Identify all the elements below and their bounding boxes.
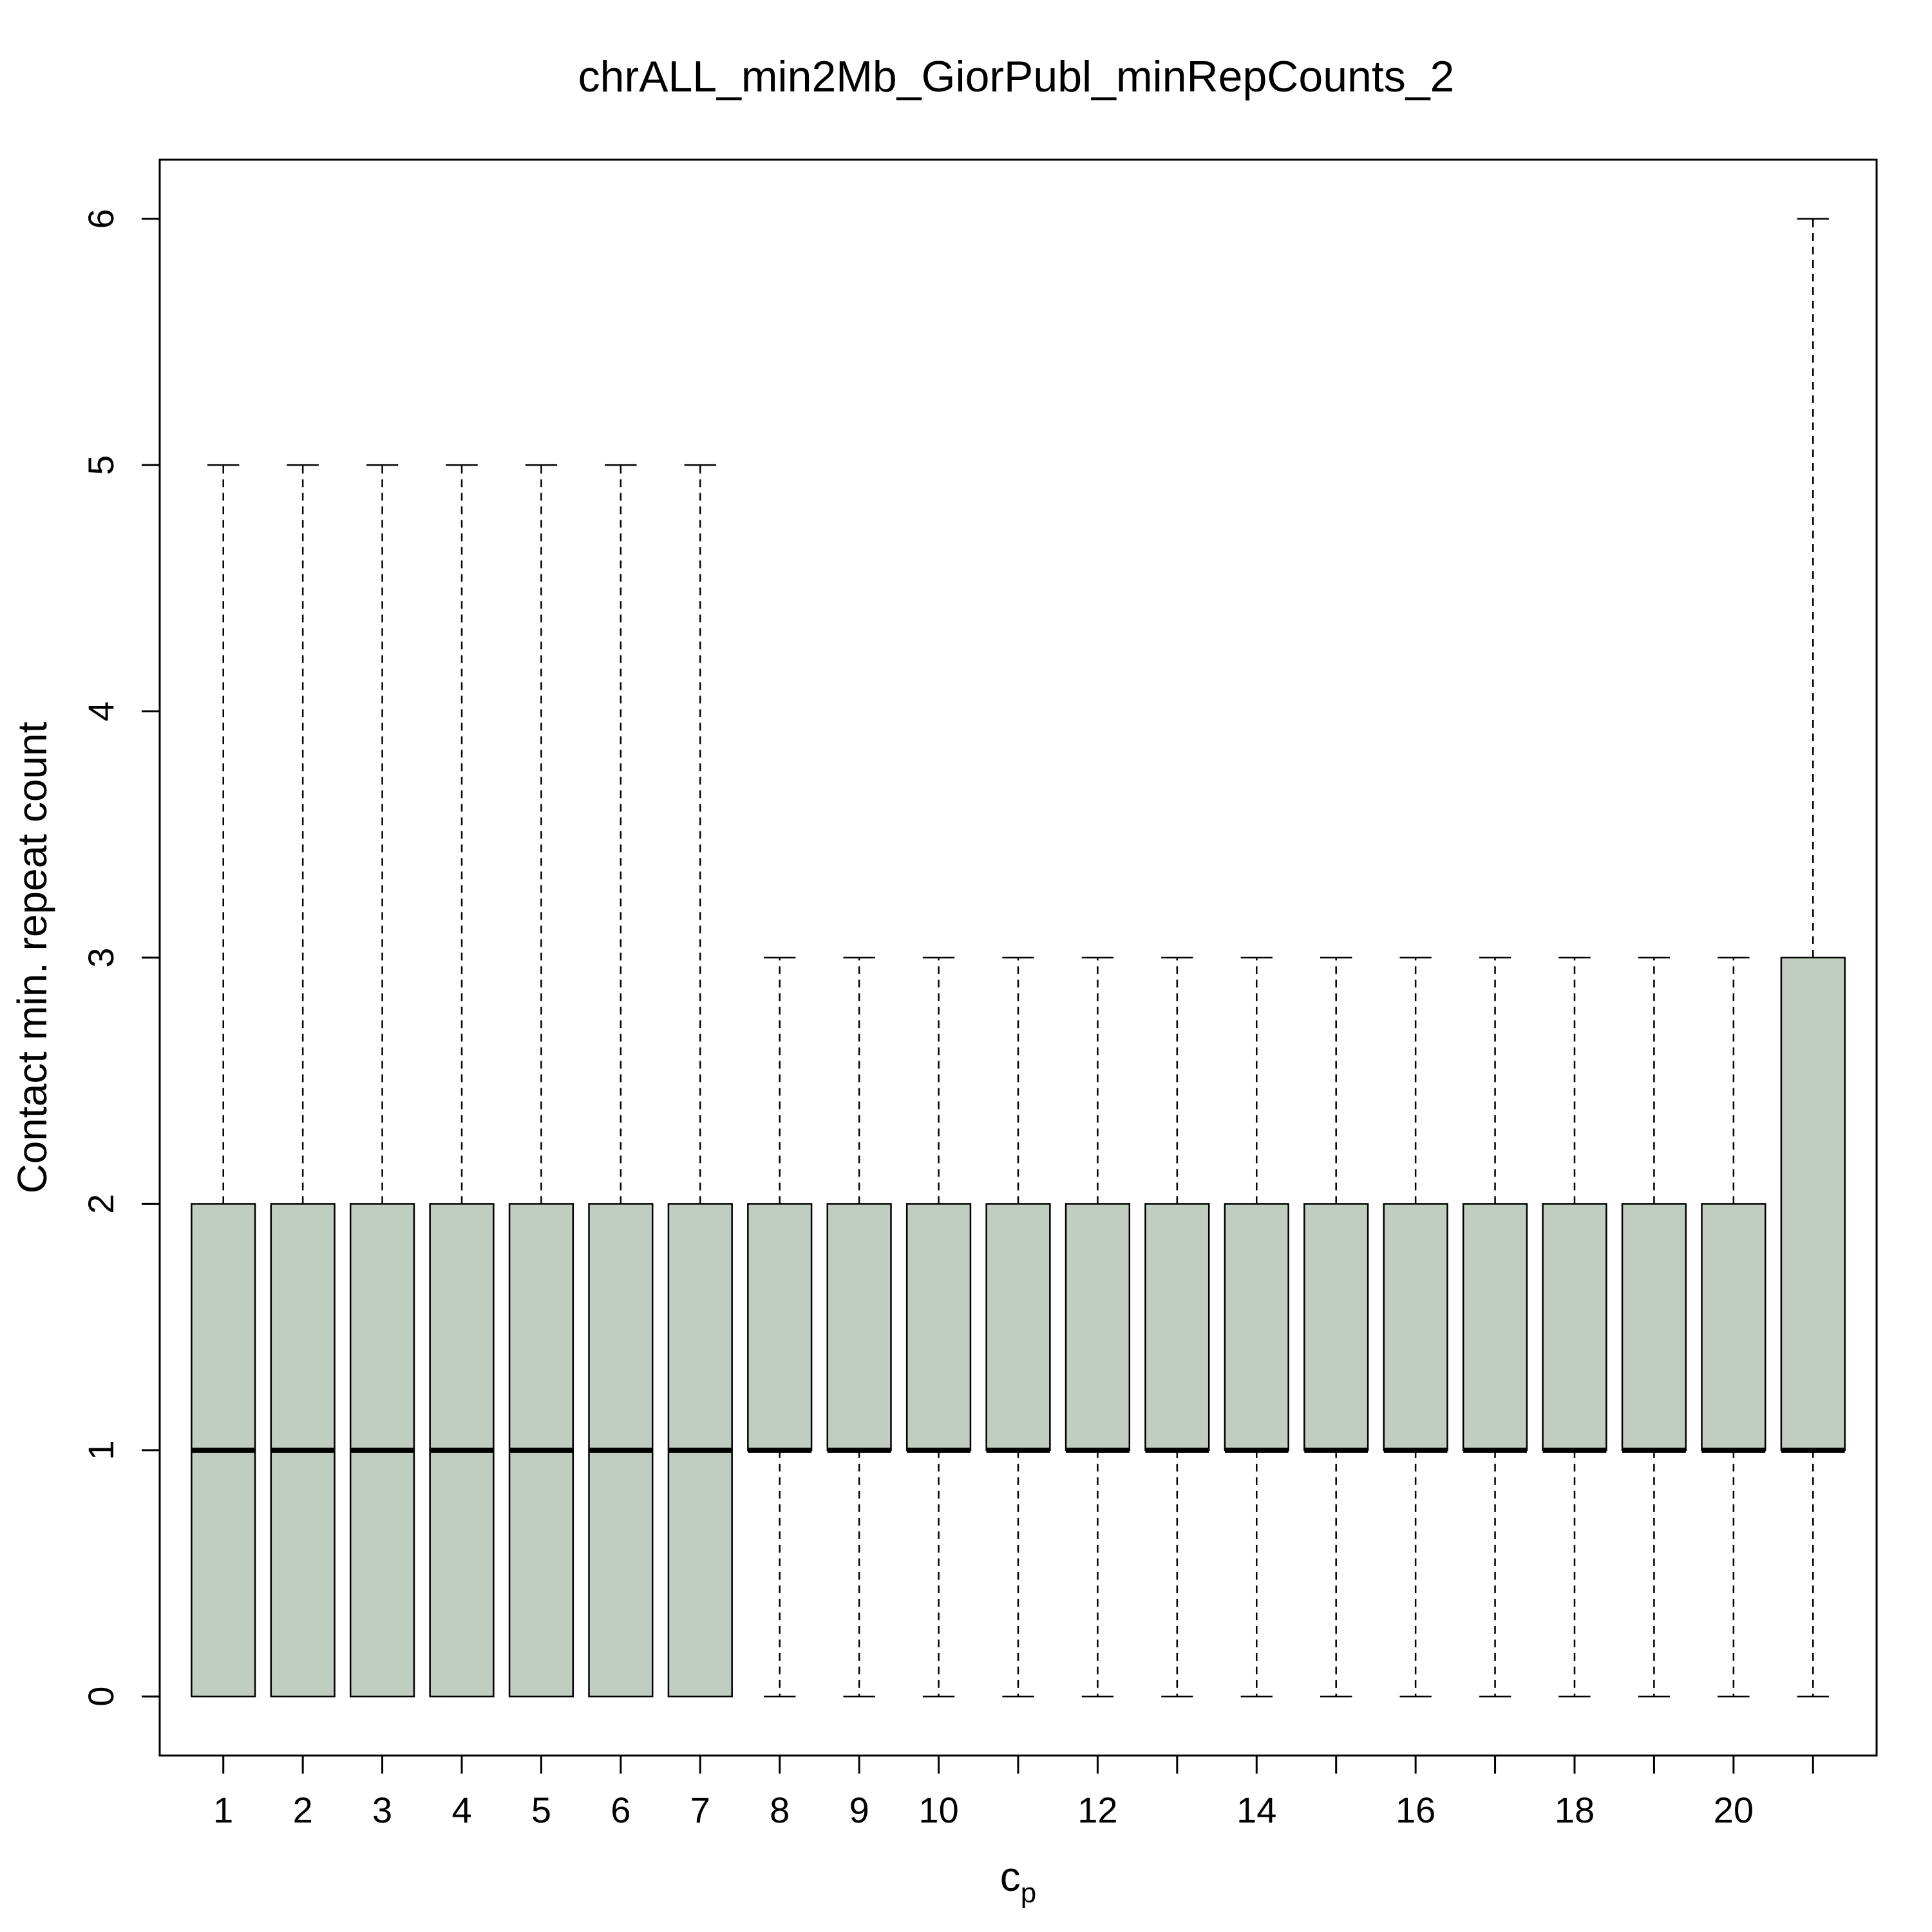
box-body (1065, 1203, 1131, 1452)
x-tick-label: 12 (1077, 1790, 1117, 1830)
y-tick-label: 4 (80, 701, 121, 721)
box-body (1224, 1203, 1289, 1452)
box-body (1303, 1203, 1369, 1452)
box-13 (1144, 956, 1210, 1698)
x-axis-label-subscript: p (1021, 1877, 1036, 1909)
x-tick-label: 16 (1396, 1790, 1435, 1830)
box-10 (905, 956, 972, 1698)
boxes-layer (191, 218, 1846, 1698)
x-tick-label: 2 (293, 1790, 313, 1830)
y-axis: 0 1 2 3 4 5 6 (80, 209, 161, 1707)
x-tick-label: 10 (918, 1790, 958, 1830)
box-11 (985, 956, 1051, 1698)
box-body (1780, 956, 1846, 1452)
x-tick-label: 7 (690, 1790, 710, 1830)
box-14 (1224, 956, 1289, 1698)
box-8 (747, 956, 813, 1698)
box-1 (191, 464, 256, 1698)
box-2 (270, 464, 336, 1698)
x-tick-label: 4 (451, 1790, 471, 1830)
box-3 (349, 464, 415, 1698)
box-body (1462, 1203, 1528, 1452)
box-body (1144, 1203, 1210, 1452)
x-tick-label: 3 (372, 1790, 392, 1830)
x-tick-label: 18 (1555, 1790, 1595, 1830)
x-tick-label: 20 (1714, 1790, 1754, 1830)
box-9 (826, 956, 892, 1698)
box-20 (1701, 956, 1766, 1698)
box-body (747, 1203, 813, 1452)
box-12 (1065, 956, 1131, 1698)
y-tick-label: 6 (80, 209, 121, 229)
x-tick-label: 9 (849, 1790, 869, 1830)
box-4 (429, 464, 495, 1698)
x-tick-label: 14 (1236, 1790, 1276, 1830)
x-axis: 1 2 3 4 5 6 7 8 9 10 12 14 16 18 20 (213, 1754, 1814, 1830)
y-tick-label: 3 (80, 947, 121, 967)
box-body (905, 1203, 972, 1452)
box-5 (508, 464, 574, 1698)
x-tick-label: 5 (531, 1790, 551, 1830)
x-tick-label: 1 (213, 1790, 233, 1830)
box-6 (588, 464, 654, 1698)
y-tick-label: 5 (80, 455, 121, 475)
box-16 (1383, 956, 1448, 1698)
chart-title: chrALL_min2Mb_GiorPubl_minRepCounts_2 (578, 52, 1455, 101)
box-19 (1621, 956, 1687, 1698)
x-axis-label-main: c (1000, 1853, 1021, 1900)
y-axis-label: Contact min. repeat count (9, 721, 55, 1193)
x-tick-label: 6 (611, 1790, 630, 1830)
y-tick-label: 1 (80, 1440, 121, 1460)
box-body (1383, 1203, 1448, 1452)
y-tick-label: 2 (80, 1194, 121, 1214)
box-18 (1542, 956, 1607, 1698)
box-body (1701, 1203, 1766, 1452)
box-15 (1303, 956, 1369, 1698)
x-axis-label: cp (1000, 1853, 1036, 1909)
box-17 (1462, 956, 1528, 1698)
x-tick-label: 8 (770, 1790, 790, 1830)
box-body (985, 1203, 1051, 1452)
box-7 (667, 464, 733, 1698)
box-body (1621, 1203, 1687, 1452)
box-body (826, 1203, 892, 1452)
box-21 (1780, 218, 1846, 1698)
box-body (1542, 1203, 1607, 1452)
y-tick-label: 0 (80, 1687, 121, 1707)
